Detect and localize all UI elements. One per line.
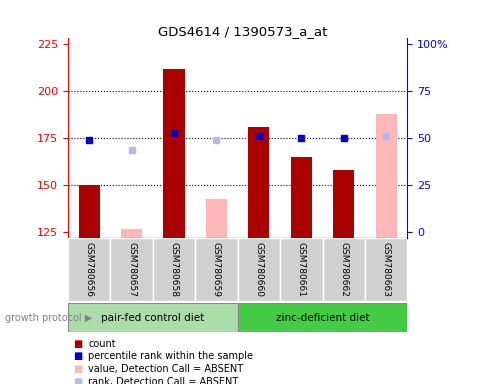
Text: value, Detection Call = ABSENT: value, Detection Call = ABSENT xyxy=(88,364,243,374)
Bar xyxy=(68,303,237,332)
Text: GSM780659: GSM780659 xyxy=(212,242,221,297)
Text: ■: ■ xyxy=(73,339,82,349)
Text: GSM780662: GSM780662 xyxy=(338,242,348,297)
Bar xyxy=(290,157,311,238)
Bar xyxy=(163,68,184,238)
Bar xyxy=(78,185,100,238)
Text: count: count xyxy=(88,339,116,349)
Text: GSM780663: GSM780663 xyxy=(381,242,390,297)
Text: zinc-deficient diet: zinc-deficient diet xyxy=(275,313,369,323)
Text: ■: ■ xyxy=(73,351,82,361)
Text: GDS4614 / 1390573_a_at: GDS4614 / 1390573_a_at xyxy=(157,25,327,38)
Bar xyxy=(237,238,280,301)
Bar xyxy=(333,170,354,238)
Text: rank, Detection Call = ABSENT: rank, Detection Call = ABSENT xyxy=(88,377,238,384)
Bar xyxy=(280,238,322,301)
Bar xyxy=(322,238,364,301)
Bar xyxy=(121,228,142,238)
Text: ■: ■ xyxy=(73,377,82,384)
Text: pair-fed control diet: pair-fed control diet xyxy=(101,313,204,323)
Bar xyxy=(152,238,195,301)
Bar xyxy=(237,303,407,332)
Bar xyxy=(364,238,407,301)
Bar xyxy=(110,238,152,301)
Bar xyxy=(248,127,269,238)
Text: percentile rank within the sample: percentile rank within the sample xyxy=(88,351,253,361)
Bar xyxy=(375,114,396,238)
Text: GSM780660: GSM780660 xyxy=(254,242,263,297)
Text: GSM780657: GSM780657 xyxy=(127,242,136,297)
Bar xyxy=(205,199,227,238)
Text: GSM780656: GSM780656 xyxy=(84,242,93,297)
Bar xyxy=(195,238,237,301)
Text: GSM780658: GSM780658 xyxy=(169,242,178,297)
Bar xyxy=(68,238,110,301)
Text: growth protocol ▶: growth protocol ▶ xyxy=(5,313,92,323)
Text: ■: ■ xyxy=(73,364,82,374)
Text: GSM780661: GSM780661 xyxy=(296,242,305,297)
